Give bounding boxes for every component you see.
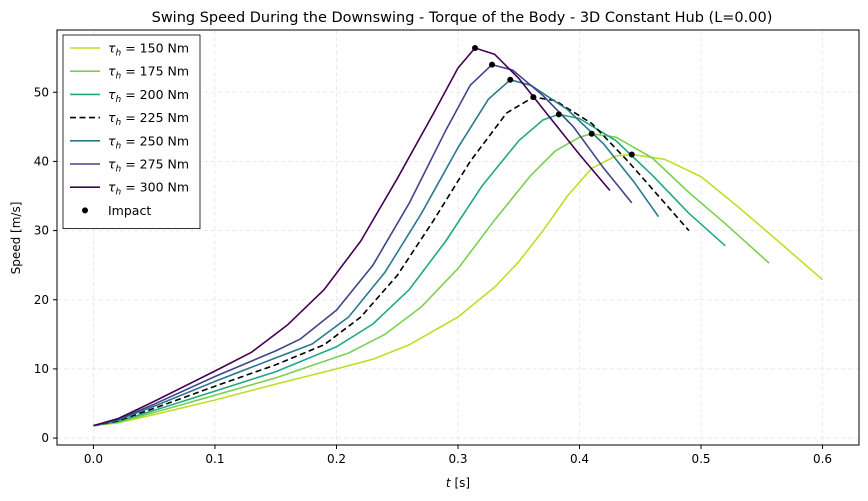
impact-markers: [472, 44, 635, 158]
x-tick-label: 0.4: [570, 452, 589, 466]
legend-label-impact: Impact: [108, 203, 151, 218]
impact-point-150: [628, 151, 635, 158]
legend-label-225: τh = 225 Nm: [108, 110, 189, 128]
y-tick-label: 40: [34, 154, 49, 168]
impact-point-275: [489, 61, 496, 68]
legend-label-200: τh = 200 Nm: [108, 87, 189, 105]
y-tick-label: 10: [34, 362, 49, 376]
y-tick-label: 50: [34, 85, 49, 99]
x-axis: 0.0 0.1 0.2 0.3 0.4 0.5 0.6: [84, 445, 832, 466]
y-axis-label: Speed [m/s]: [9, 202, 23, 275]
x-tick-label: 0.0: [84, 452, 103, 466]
legend-label-300: τh = 300 Nm: [108, 180, 189, 198]
impact-point-200: [555, 111, 562, 118]
x-axis-label: t [s]: [446, 476, 470, 490]
chart-title: Swing Speed During the Downswing - Torqu…: [152, 10, 773, 26]
y-axis: 0 10 20 30 40 50: [34, 85, 57, 445]
x-tick-label: 0.2: [327, 452, 346, 466]
y-tick-label: 0: [41, 431, 49, 445]
legend-label-150: τh = 150 Nm: [108, 41, 189, 59]
series-line-175: [93, 133, 770, 427]
legend-box: [62, 34, 201, 230]
legend-label-250: τh = 250 Nm: [108, 133, 189, 151]
impact-point-250: [507, 76, 514, 83]
x-tick-label: 0.6: [813, 452, 832, 466]
series-line-250: [93, 79, 660, 427]
series-lines: [93, 47, 824, 427]
impact-point-225: [530, 94, 537, 101]
series-line-275: [93, 63, 633, 427]
legend-impact-marker: [82, 207, 88, 214]
y-tick-label: 30: [34, 224, 49, 238]
series-line-150: [93, 153, 824, 427]
impact-point-300: [472, 44, 479, 51]
series-line-300: [93, 47, 611, 427]
legend-label-175: τh = 175 Nm: [108, 64, 189, 82]
legend-label-275: τh = 275 Nm: [108, 157, 189, 175]
series-line-200: [93, 113, 726, 427]
x-tick-label: 0.5: [691, 452, 710, 466]
legend: τh = 150 Nm τh = 175 Nm τh = 200 Nm τh = 22…: [62, 34, 201, 230]
grid: [57, 30, 859, 445]
series-line-225: [93, 96, 690, 427]
x-tick-label: 0.3: [448, 452, 467, 466]
x-tick-label: 0.1: [205, 452, 224, 466]
impact-point-175: [588, 130, 595, 137]
y-tick-label: 20: [34, 293, 49, 307]
